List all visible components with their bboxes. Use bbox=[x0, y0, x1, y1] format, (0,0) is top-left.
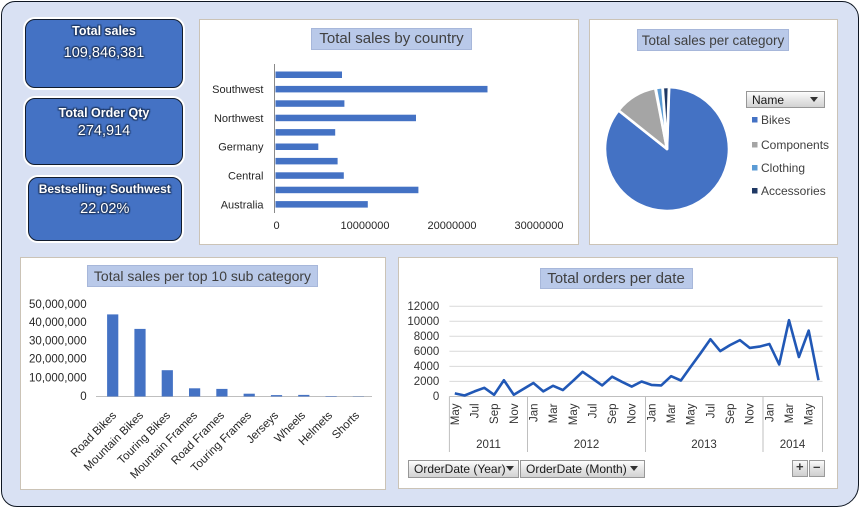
svg-text:0: 0 bbox=[432, 391, 438, 403]
svg-text:10000: 10000 bbox=[407, 316, 439, 328]
svg-text:Components: Components bbox=[761, 138, 829, 152]
svg-text:May: May bbox=[449, 403, 461, 425]
svg-text:Nov: Nov bbox=[626, 403, 638, 424]
svg-text:6000: 6000 bbox=[413, 346, 439, 358]
svg-text:May: May bbox=[567, 403, 579, 425]
svg-text:8000: 8000 bbox=[413, 331, 439, 343]
svg-text:2000: 2000 bbox=[413, 376, 439, 388]
svg-text:Nov: Nov bbox=[744, 403, 756, 424]
svg-text:50,000,000: 50,000,000 bbox=[29, 299, 87, 311]
svg-text:Jan: Jan bbox=[528, 404, 540, 423]
svg-text:Central: Central bbox=[228, 171, 263, 183]
svg-text:2013: 2013 bbox=[691, 439, 717, 451]
svg-text:Sep: Sep bbox=[725, 404, 737, 424]
svg-text:May: May bbox=[803, 403, 815, 425]
svg-text:0: 0 bbox=[273, 220, 279, 232]
svg-text:30000000: 30000000 bbox=[515, 220, 564, 232]
svg-text:Germany: Germany bbox=[218, 142, 264, 154]
svg-text:Northwest: Northwest bbox=[214, 113, 264, 125]
svg-text:Shorts: Shorts bbox=[330, 409, 362, 441]
svg-text:Jul: Jul bbox=[705, 404, 717, 419]
svg-text:Australia: Australia bbox=[221, 200, 265, 212]
svg-text:Mar: Mar bbox=[548, 403, 560, 423]
svg-text:20000000: 20000000 bbox=[428, 220, 477, 232]
svg-text:Jan: Jan bbox=[646, 404, 658, 423]
svg-text:Sep: Sep bbox=[607, 404, 619, 424]
svg-text:2012: 2012 bbox=[573, 439, 599, 451]
svg-text:0: 0 bbox=[80, 391, 86, 403]
svg-text:12000: 12000 bbox=[407, 301, 439, 313]
svg-text:Southwest: Southwest bbox=[212, 84, 263, 96]
svg-text:Sep: Sep bbox=[489, 404, 501, 424]
svg-text:Accessories: Accessories bbox=[761, 184, 826, 198]
svg-text:Mar: Mar bbox=[784, 403, 796, 423]
svg-text:Jan: Jan bbox=[764, 404, 776, 423]
svg-text:4000: 4000 bbox=[413, 361, 439, 373]
svg-text:Jul: Jul bbox=[469, 404, 481, 419]
svg-text:40,000,000: 40,000,000 bbox=[29, 317, 87, 329]
svg-text:2014: 2014 bbox=[779, 439, 805, 451]
svg-text:Nov: Nov bbox=[508, 403, 520, 424]
svg-text:30,000,000: 30,000,000 bbox=[29, 335, 87, 347]
svg-text:Clothing: Clothing bbox=[761, 161, 805, 175]
svg-text:Jul: Jul bbox=[587, 404, 599, 419]
svg-text:20,000,000: 20,000,000 bbox=[29, 354, 87, 366]
svg-text:2011: 2011 bbox=[476, 439, 501, 451]
svg-text:May: May bbox=[685, 403, 697, 425]
svg-text:10,000,000: 10,000,000 bbox=[29, 373, 87, 385]
svg-text:10000000: 10000000 bbox=[341, 220, 390, 232]
svg-text:Mar: Mar bbox=[666, 403, 678, 423]
svg-text:Bikes: Bikes bbox=[761, 113, 790, 127]
